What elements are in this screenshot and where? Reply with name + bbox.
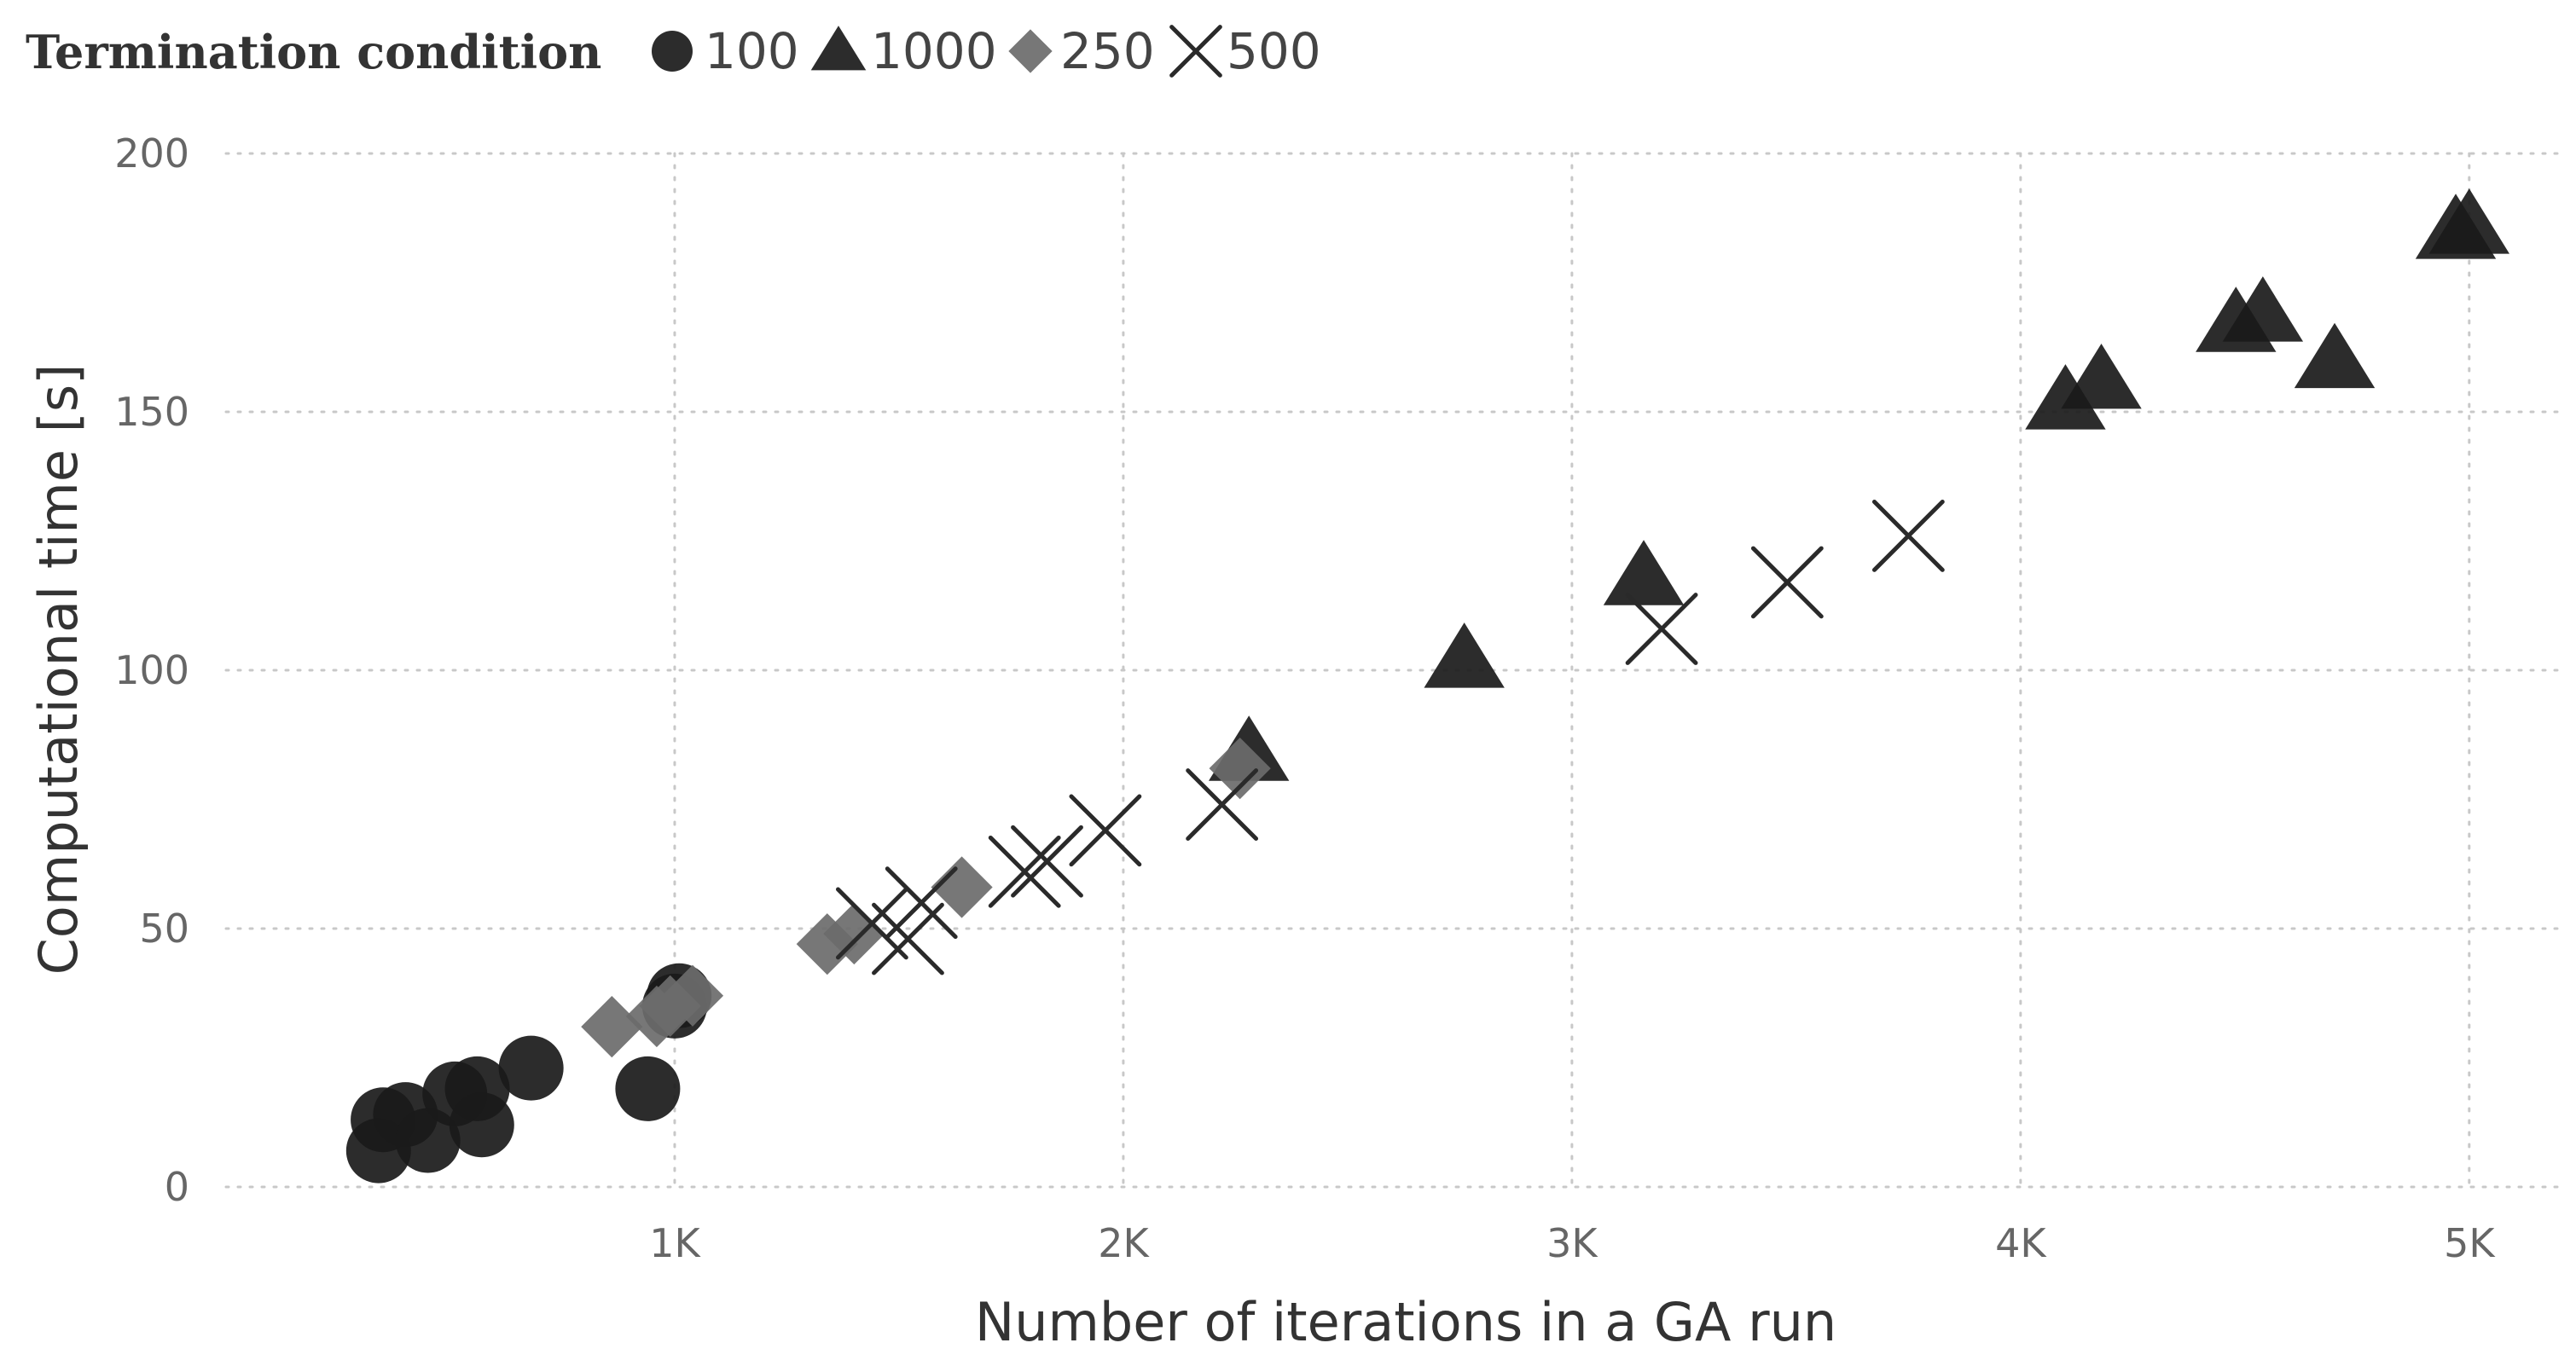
legend-label: 1000 — [871, 22, 997, 80]
series-250 — [581, 738, 1271, 1058]
x-point — [1186, 768, 1259, 841]
legend-circle-icon — [652, 31, 693, 72]
series-500 — [835, 500, 1945, 975]
legend-triangle-icon — [810, 26, 867, 71]
legend-item-1000: 1000 — [810, 22, 997, 80]
x-tick-label: 2K — [1098, 1220, 1150, 1266]
x-tick-label: 3K — [1546, 1220, 1598, 1266]
legend-item-500: 500 — [1169, 22, 1321, 80]
circle-point — [498, 1035, 564, 1101]
series-1000 — [1208, 188, 2510, 781]
gridlines — [224, 152, 2561, 1189]
legend-item-250: 250 — [1008, 22, 1155, 80]
x-point — [872, 902, 944, 975]
x-axis-title: Number of iterations in a GA run — [975, 1291, 1836, 1353]
diamond-point — [823, 902, 885, 965]
y-tick-label: 100 — [114, 647, 189, 693]
x-point — [1750, 546, 1824, 619]
legend-item-100: 100 — [652, 22, 799, 80]
diamond-point — [661, 964, 724, 1027]
data-marks — [345, 188, 2510, 1184]
x-point — [1871, 500, 1945, 572]
y-tick-label: 200 — [114, 130, 189, 177]
legend-label: 100 — [705, 22, 799, 80]
x-point — [835, 887, 908, 960]
x-point — [988, 835, 1061, 908]
x-point — [885, 866, 958, 940]
tick-labels: 0 50 100 150 200 1K 2K 3K 4K 5K — [114, 130, 2496, 1266]
diamond-point — [931, 856, 993, 918]
legend-items: 100 1000 250 500 — [652, 22, 1321, 80]
legend-title: Termination condition — [26, 25, 601, 79]
x-tick-label: 5K — [2444, 1220, 2496, 1266]
triangle-point — [2061, 343, 2142, 409]
legend-label: 250 — [1060, 22, 1155, 80]
legend: Termination condition 100 1000 250 500 — [26, 22, 1321, 80]
diamond-point — [796, 913, 858, 975]
x-point — [1069, 794, 1142, 867]
y-tick-label: 150 — [114, 389, 189, 435]
x-point — [1625, 593, 1698, 665]
y-tick-label: 0 — [165, 1164, 189, 1210]
triangle-point — [2428, 188, 2510, 254]
y-tick-label: 50 — [139, 906, 189, 952]
diamond-point — [581, 996, 643, 1058]
x-tick-label: 4K — [1995, 1220, 2047, 1266]
triangle-point — [2222, 276, 2304, 342]
circle-point — [615, 1056, 681, 1121]
triangle-point — [2025, 364, 2106, 430]
legend-x-icon — [1169, 25, 1222, 78]
x-tick-label: 1K — [649, 1220, 701, 1266]
triangle-point — [1424, 622, 1505, 688]
y-axis-title: Computational time [s] — [27, 364, 90, 975]
triangle-point — [1603, 540, 1685, 605]
x-point — [1011, 825, 1083, 898]
triangle-point — [2294, 322, 2376, 389]
legend-diamond-icon — [1008, 29, 1053, 73]
diamond-point — [1209, 738, 1271, 800]
circle-point — [449, 1092, 514, 1158]
legend-label: 500 — [1227, 22, 1321, 80]
